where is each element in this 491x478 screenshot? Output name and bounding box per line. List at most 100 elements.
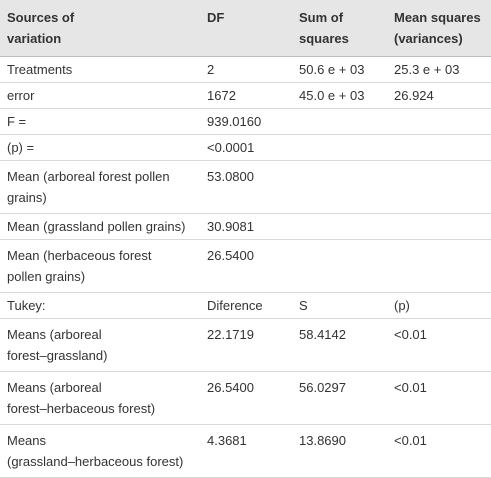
table-row: Treatments 2 50.6 e + 03 25.3 e + 03 <box>0 56 491 83</box>
table-row: Mean (grassland pollen grains) 30.9081 <box>0 213 491 240</box>
table-cell: Treatments <box>0 56 200 83</box>
table-cell: Tukey: <box>0 292 200 319</box>
table-cell: 939.0160 <box>200 108 292 135</box>
table-cell: F = <box>0 108 200 135</box>
table-cell: <0.0001 <box>200 134 292 161</box>
header-cell: Sum of squares <box>292 0 387 57</box>
cell-text: 2 <box>207 62 215 77</box>
cell-line: Means (arboreal <box>7 327 102 342</box>
cell-line: Means <box>7 433 47 448</box>
table-cell <box>387 134 491 161</box>
cell-text: 45.0 e + 03 <box>299 88 365 103</box>
cell-text: 1672 <box>207 88 236 103</box>
table-cell: 22.1719 <box>200 318 292 372</box>
cell-text: <0.0001 <box>207 140 255 155</box>
cell-line: Mean squares <box>394 10 481 25</box>
table-cell: 25.3 e + 03 <box>387 56 491 83</box>
table-cell <box>387 213 491 240</box>
table-row: (p) = <0.0001 <box>0 134 491 161</box>
table-cell <box>292 134 387 161</box>
table-cell: Means (arboreal forest–grassland) <box>0 318 200 372</box>
cell-line: forest–herbaceous forest) <box>7 401 156 416</box>
cell-text: 25.3 e + 03 <box>394 62 460 77</box>
table-cell: 56.0297 <box>292 371 387 425</box>
cell-text: 53.0800 <box>207 169 254 184</box>
header-cell: Mean squares (variances) <box>387 0 491 57</box>
cell-line: grains) <box>7 190 47 205</box>
cell-text: 22.1719 <box>207 327 254 342</box>
table-cell: 45.0 e + 03 <box>292 82 387 109</box>
table-cell: 53.0800 <box>200 160 292 214</box>
table-row: Means (arboreal forest–grassland) 22.1719 5… <box>0 318 491 372</box>
cell-text: Mean (grassland pollen grains) <box>7 219 186 234</box>
cell-text: 58.4142 <box>299 327 346 342</box>
table-cell: Means (grassland–herbaceous forest) <box>0 424 200 478</box>
cell-text: 56.0297 <box>299 380 346 395</box>
cell-text: 50.6 e + 03 <box>299 62 365 77</box>
header-cell: DF <box>200 0 292 57</box>
table-cell <box>387 239 491 293</box>
cell-text: <0.01 <box>394 327 427 342</box>
cell-text: <0.01 <box>394 433 427 448</box>
table-cell: 58.4142 <box>292 318 387 372</box>
cell-line: forest–grassland) <box>7 348 108 363</box>
cell-text: 4.3681 <box>207 433 247 448</box>
cell-line: Mean (arboreal forest pollen <box>7 169 170 184</box>
table-cell <box>292 108 387 135</box>
table-cell: Diference <box>200 292 292 319</box>
table-cell: 26.5400 <box>200 371 292 425</box>
table-cell: 26.5400 <box>200 239 292 293</box>
table-cell: 50.6 e + 03 <box>292 56 387 83</box>
cell-line: Sum of <box>299 10 344 25</box>
table-row: Means (arboreal forest–herbaceous forest)… <box>0 371 491 425</box>
header-row: Sources of variation DF Sum of squares Mean s… <box>0 0 491 57</box>
table-cell: 4.3681 <box>200 424 292 478</box>
table-cell: 30.9081 <box>200 213 292 240</box>
table-cell: 13.8690 <box>292 424 387 478</box>
table-cell: 2 <box>200 56 292 83</box>
table-cell: 1672 <box>200 82 292 109</box>
table-cell: Mean (grassland pollen grains) <box>0 213 200 240</box>
table-cell: <0.01 <box>387 424 491 478</box>
cell-text: Treatments <box>7 62 73 77</box>
cell-text: (p) = <box>7 140 35 155</box>
cell-line: Means (arboreal <box>7 380 102 395</box>
cell-text: 26.924 <box>394 88 434 103</box>
cell-text: 939.0160 <box>207 114 262 129</box>
cell-line: (variances) <box>394 31 463 46</box>
table-cell: <0.01 <box>387 318 491 372</box>
cell-text: 26.5400 <box>207 248 254 263</box>
table-cell: Means (arboreal forest–herbaceous forest) <box>0 371 200 425</box>
cell-text: <0.01 <box>394 380 427 395</box>
table-cell <box>292 213 387 240</box>
cell-line: variation <box>7 31 62 46</box>
cell-text: Tukey: <box>7 298 46 313</box>
cell-line: Mean (herbaceous forest <box>7 248 152 263</box>
header-cell: Sources of variation <box>0 0 200 57</box>
cell-text: Diference <box>207 298 263 313</box>
cell-line: (grassland–herbaceous forest) <box>7 454 184 469</box>
table-cell: S <box>292 292 387 319</box>
table-cell: Mean (herbaceous forest pollen grains) <box>0 239 200 293</box>
table-cell: (p) = <box>0 134 200 161</box>
cell-line: pollen grains) <box>7 269 86 284</box>
table-row: Mean (herbaceous forest pollen grains) 26.… <box>0 239 491 293</box>
table-row: Tukey: Diference S (p) <box>0 292 491 319</box>
cell-text: (p) <box>394 298 410 313</box>
cell-text: 26.5400 <box>207 380 254 395</box>
table-row: error 1672 45.0 e + 03 26.924 <box>0 82 491 109</box>
table-cell <box>387 108 491 135</box>
table-row: Mean (arboreal forest pollen grains) 53.08… <box>0 160 491 214</box>
cell-text: F = <box>7 114 27 129</box>
cell-text: S <box>299 298 308 313</box>
table-row: Means (grassland–herbaceous forest) 4.3681… <box>0 424 491 478</box>
cell-text: DF <box>207 10 225 25</box>
table-cell: error <box>0 82 200 109</box>
table-cell <box>387 160 491 214</box>
table-cell: (p) <box>387 292 491 319</box>
cell-text: 13.8690 <box>299 433 346 448</box>
table-row: F = 939.0160 <box>0 108 491 135</box>
cell-text: 30.9081 <box>207 219 254 234</box>
